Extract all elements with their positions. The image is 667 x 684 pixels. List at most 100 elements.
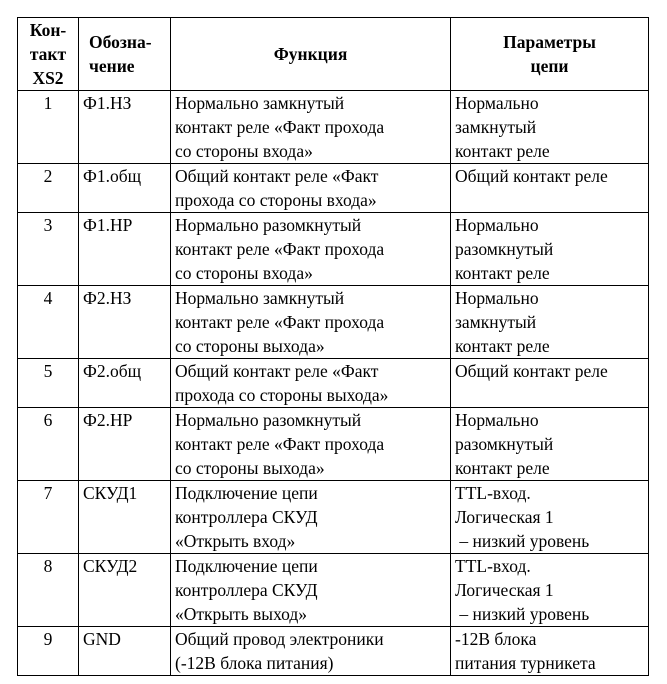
table-cell: СКУД2 bbox=[78, 553, 171, 627]
table-cell: Общий провод электроники (-12В блока пита… bbox=[170, 626, 451, 676]
cell-line: Нормально bbox=[455, 215, 539, 235]
cell-line: Ф1.НР bbox=[83, 215, 133, 235]
cell-line: 4 bbox=[43, 288, 53, 308]
header-cell: Кон-такт XS2 bbox=[17, 17, 79, 91]
cell-line: (-12В блока питания) bbox=[175, 653, 334, 673]
cell-line: Функция bbox=[273, 44, 348, 64]
table-row: 6 Ф2.НР Нормально разомкнутый контакт реле … bbox=[17, 407, 649, 481]
table-cell: Ф2.НЗ bbox=[78, 285, 171, 359]
cell-line: контакт реле bbox=[455, 458, 550, 478]
table-cell: -12В блока питания турникета bbox=[450, 626, 649, 676]
cell-line: контроллера СКУД bbox=[175, 507, 318, 527]
table-row: 4 Ф2.НЗ Нормально замкнутый контакт реле «Ф… bbox=[17, 285, 649, 359]
table-row: 8 СКУД2 Подключение цепи контроллера СКУД «О… bbox=[17, 553, 649, 627]
table-row: 1 Ф1.НЗ Нормально замкнутый контакт реле «Ф… bbox=[17, 90, 649, 164]
cell-line: контакт реле bbox=[455, 263, 550, 283]
table-row: 7 СКУД1 Подключение цепи контроллера СКУД «О… bbox=[17, 480, 649, 554]
table-cell: Нормально разомкнутый контакт реле bbox=[450, 407, 649, 481]
cell-line: Нормально bbox=[455, 288, 539, 308]
cell-line: Нормально разомкнутый bbox=[175, 410, 362, 430]
cell-line: замкнутый bbox=[455, 117, 537, 137]
table-cell: 7 bbox=[17, 480, 79, 554]
cell-line: Ф1.общ bbox=[83, 166, 142, 186]
cell-line: «Открыть выход» bbox=[175, 604, 308, 624]
cell-line: -12В блока bbox=[455, 629, 537, 649]
cell-line: со стороны входа» bbox=[175, 141, 313, 161]
cell-line: со стороны входа» bbox=[175, 263, 313, 283]
table-cell: Нормально замкнутый контакт реле bbox=[450, 285, 649, 359]
cell-line: Ф1.НЗ bbox=[83, 93, 132, 113]
table-row: 2 Ф1.общ Общий контакт реле «Факт прохода с… bbox=[17, 163, 649, 213]
table-cell: Нормально разомкнутый контакт реле «Факт … bbox=[170, 407, 451, 481]
cell-line: XS2 bbox=[32, 68, 64, 88]
cell-line: Обозна- bbox=[89, 32, 152, 52]
cell-line: СКУД1 bbox=[83, 483, 138, 503]
table-cell: Нормально замкнутый контакт реле «Факт пр… bbox=[170, 90, 451, 164]
cell-line: контакт реле «Факт прохода bbox=[175, 117, 385, 137]
table-cell: Нормально разомкнутый контакт реле «Факт … bbox=[170, 212, 451, 286]
cell-line: Общий контакт реле «Факт bbox=[175, 166, 379, 186]
cell-line: контакт реле bbox=[455, 336, 550, 356]
table-cell: 5 bbox=[17, 358, 79, 408]
cell-line: Ф2.НР bbox=[83, 410, 133, 430]
cell-line: такт bbox=[29, 44, 67, 64]
table-wrap: Кон-такт XS2 Обозна-чение Функция Параметры ц… bbox=[17, 17, 649, 676]
cell-line: СКУД2 bbox=[83, 556, 138, 576]
table-cell: GND bbox=[78, 626, 171, 676]
table-cell: 9 bbox=[17, 626, 79, 676]
cell-line: 5 bbox=[43, 361, 53, 381]
header-row: Кон-такт XS2 Обозна-чение Функция Параметры ц… bbox=[17, 17, 649, 91]
header-cell: Параметры цепи bbox=[450, 17, 649, 91]
cell-line: питания турникета bbox=[455, 653, 596, 673]
cell-line: Общий провод электроники bbox=[175, 629, 384, 649]
cell-line: чение bbox=[89, 56, 135, 76]
cell-line: прохода со стороны входа» bbox=[175, 190, 377, 210]
cell-line: 9 bbox=[43, 629, 53, 649]
cell-line: GND bbox=[83, 629, 121, 649]
table-row: 9 GND Общий провод электроники (-12В блока … bbox=[17, 626, 649, 676]
cell-line: замкнутый bbox=[455, 312, 537, 332]
table-cell: Общий контакт реле «Факт прохода со сторо… bbox=[170, 358, 451, 408]
table-body: 1 Ф1.НЗ Нормально замкнутый контакт реле «Ф… bbox=[17, 90, 649, 676]
header-cell: Функция bbox=[170, 17, 451, 91]
cell-line: Общий контакт реле bbox=[455, 166, 608, 186]
cell-line: разомкнутый bbox=[455, 239, 554, 259]
cell-line: 3 bbox=[43, 215, 53, 235]
cell-line: контакт реле «Факт прохода bbox=[175, 239, 385, 259]
cell-line: со стороны выхода» bbox=[175, 458, 325, 478]
cell-line: «Открыть вход» bbox=[175, 531, 296, 551]
cell-line: со стороны выхода» bbox=[175, 336, 325, 356]
table-cell: 4 bbox=[17, 285, 79, 359]
table-cell: 6 bbox=[17, 407, 79, 481]
table-cell: Нормально замкнутый контакт реле «Факт пр… bbox=[170, 285, 451, 359]
table-cell: Ф2.общ bbox=[78, 358, 171, 408]
table-cell: 2 bbox=[17, 163, 79, 213]
cell-line: Нормально разомкнутый bbox=[175, 215, 362, 235]
table-cell: Ф1.общ bbox=[78, 163, 171, 213]
table-cell: Ф2.НР bbox=[78, 407, 171, 481]
cell-line: 7 bbox=[43, 483, 53, 503]
table-cell: Общий контакт реле «Факт прохода со сторо… bbox=[170, 163, 451, 213]
table-cell: Подключение цепи контроллера СКУД «Открыть… bbox=[170, 480, 451, 554]
table-cell: 1 bbox=[17, 90, 79, 164]
table-cell: 3 bbox=[17, 212, 79, 286]
cell-line: Логическая 1 bbox=[455, 580, 554, 600]
cell-line: Подключение цепи bbox=[175, 556, 318, 576]
cell-line: Ф2.НЗ bbox=[83, 288, 132, 308]
cell-line: – низкий уровень bbox=[455, 604, 590, 624]
cell-line: Нормально bbox=[455, 93, 539, 113]
cell-line: Подключение цепи bbox=[175, 483, 318, 503]
cell-line: – низкий уровень bbox=[455, 531, 590, 551]
table-cell: TTL-вход. Логическая 1 – низкий уровень bbox=[450, 553, 649, 627]
cell-line: Общий контакт реле bbox=[455, 361, 608, 381]
cell-line: контроллера СКУД bbox=[175, 580, 318, 600]
cell-line: контакт реле «Факт прохода bbox=[175, 434, 385, 454]
cell-line: TTL-вход. bbox=[455, 556, 531, 576]
cell-line: 6 bbox=[43, 410, 53, 430]
table-cell: Нормально замкнутый контакт реле bbox=[450, 90, 649, 164]
cell-line: Нормально замкнутый bbox=[175, 288, 345, 308]
cell-line: Кон- bbox=[29, 20, 67, 40]
table-cell: Нормально разомкнутый контакт реле bbox=[450, 212, 649, 286]
header-cell: Обозна-чение bbox=[78, 17, 171, 91]
